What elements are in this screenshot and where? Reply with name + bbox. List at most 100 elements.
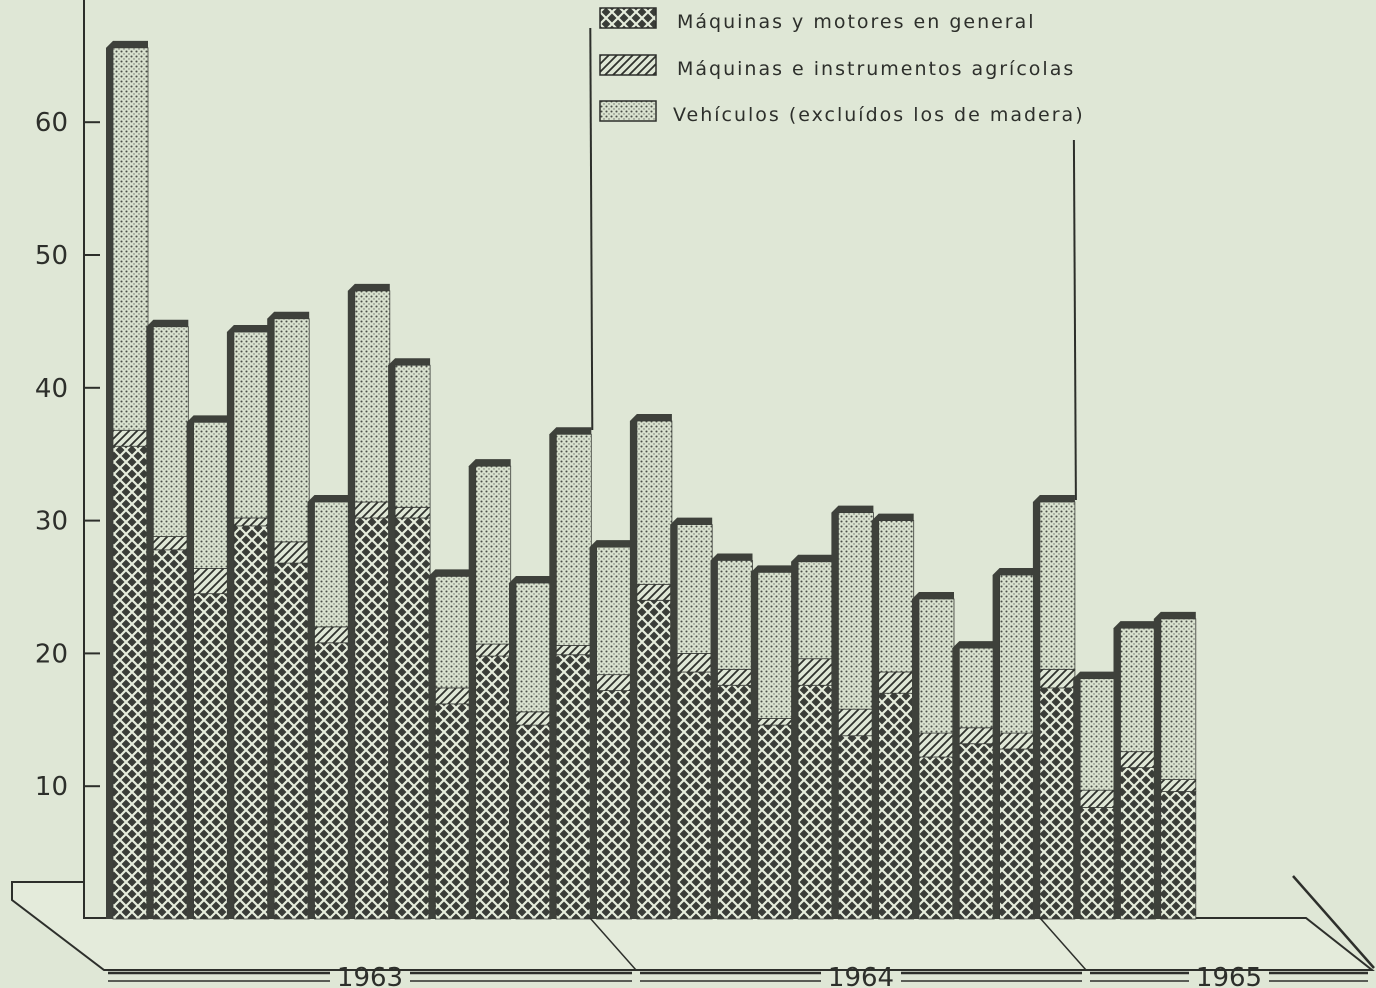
bar-segment-agricultural bbox=[757, 718, 794, 726]
bar-segment-vehicles bbox=[636, 420, 673, 585]
bar-segment-agricultural bbox=[354, 501, 391, 519]
bar-segment-machines bbox=[757, 724, 794, 920]
bar-segment-agricultural bbox=[1160, 779, 1197, 792]
bar-segment-vehicles bbox=[354, 290, 391, 503]
bar-segment-agricultural bbox=[434, 687, 471, 705]
bar-segment-agricultural bbox=[475, 643, 512, 657]
bar-segment-machines bbox=[475, 655, 512, 920]
legend-swatch-machines bbox=[599, 7, 657, 29]
y-tick-label: 60 bbox=[35, 108, 68, 138]
bar-segment-machines bbox=[1079, 807, 1116, 920]
bar-segment-machines bbox=[717, 684, 753, 920]
year-labels: 1963 1964 1965 bbox=[108, 963, 1368, 988]
bar-segment-agricultural bbox=[273, 541, 310, 564]
bar-segment-vehicles bbox=[475, 465, 512, 645]
bar-segment-machines bbox=[636, 599, 673, 920]
bar-segment-agricultural bbox=[717, 668, 753, 686]
bar-segment-vehicles bbox=[515, 582, 552, 713]
bar-segment-agricultural bbox=[555, 645, 592, 656]
bar-segment-agricultural bbox=[233, 517, 270, 527]
bar-segment-vehicles bbox=[757, 571, 794, 719]
bar-segment-machines bbox=[233, 525, 270, 920]
bar-segment-machines bbox=[394, 517, 431, 920]
bar-segment-vehicles bbox=[676, 524, 713, 654]
bar-segment-vehicles bbox=[918, 598, 955, 734]
bar-segment-agricultural bbox=[918, 732, 955, 758]
bar-segment-machines bbox=[112, 445, 149, 920]
bar-segment-agricultural bbox=[394, 506, 431, 519]
legend-swatch-vehicles bbox=[599, 100, 657, 122]
y-tick-label: 30 bbox=[35, 507, 68, 537]
bar-segment-vehicles bbox=[797, 561, 834, 660]
year-label: 1964 bbox=[828, 963, 894, 988]
bar-segment-agricultural bbox=[314, 626, 350, 644]
year-divider-line bbox=[589, 27, 594, 431]
bar-segment-agricultural bbox=[596, 674, 632, 691]
bar-segment-machines bbox=[555, 654, 592, 920]
bar-segment-machines bbox=[999, 748, 1035, 920]
year-label: 1965 bbox=[1196, 963, 1262, 988]
bar-segment-agricultural bbox=[676, 653, 713, 673]
bar-segment-machines bbox=[797, 684, 834, 920]
bar-segment-agricultural bbox=[878, 671, 915, 694]
year-divider-base bbox=[1039, 917, 1087, 971]
bar-segment-vehicles bbox=[233, 331, 270, 519]
bar-segment-machines bbox=[314, 642, 350, 920]
bar-segment-machines bbox=[878, 692, 915, 920]
y-tick-label: 50 bbox=[35, 241, 68, 271]
bar-segment-vehicles bbox=[958, 647, 995, 729]
bar-segment-machines bbox=[1120, 767, 1156, 920]
bar-segment-vehicles bbox=[717, 560, 753, 670]
bar-segment-vehicles bbox=[314, 501, 350, 628]
bar-segment-vehicles bbox=[434, 575, 471, 689]
bars bbox=[106, 40, 1197, 920]
bar-segment-machines bbox=[1160, 791, 1197, 920]
bar-segment-vehicles bbox=[838, 512, 874, 710]
bar-segment-machines bbox=[354, 517, 391, 920]
year-divider-base bbox=[589, 917, 637, 971]
bar-segment-machines bbox=[152, 549, 189, 920]
bar-segment-vehicles bbox=[152, 326, 189, 537]
legend-swatch-agricultural bbox=[599, 54, 657, 76]
bar-segment-vehicles bbox=[1079, 678, 1116, 791]
bar-segment-machines bbox=[676, 671, 713, 920]
y-tick-label: 20 bbox=[35, 639, 68, 669]
bar-segment-vehicles bbox=[555, 433, 592, 646]
bar-segment-agricultural bbox=[112, 429, 149, 447]
bar-segment-machines bbox=[958, 743, 995, 920]
bar-segment-vehicles bbox=[193, 421, 230, 569]
bar-segment-agricultural bbox=[515, 711, 552, 726]
legend-label-vehicles: Vehículos (excluídos los de madera) bbox=[673, 104, 1085, 126]
bar-segment-agricultural bbox=[152, 536, 189, 551]
legend-label-agricultural: Máquinas e instrumentos agrícolas bbox=[677, 58, 1075, 80]
base-slab bbox=[11, 881, 1375, 971]
bar-segment-agricultural bbox=[636, 583, 673, 601]
bar-segment-machines bbox=[838, 735, 874, 920]
bar-segment-agricultural bbox=[1039, 668, 1076, 689]
y-tick-label: 40 bbox=[35, 374, 68, 404]
bar-segment-machines bbox=[515, 724, 552, 920]
y-tick-label: 70 bbox=[35, 0, 68, 5]
legend: Máquinas y motores en general Máquinas e… bbox=[599, 7, 1085, 126]
bar-segment-machines bbox=[434, 703, 471, 920]
year-dividers bbox=[589, 27, 1087, 971]
bar-segment-vehicles bbox=[999, 574, 1035, 734]
year-divider-line bbox=[1072, 139, 1077, 501]
bar-segment-machines bbox=[273, 562, 310, 920]
y-axis-ticks: 010203040506070 bbox=[35, 0, 100, 935]
bar-segment-vehicles bbox=[394, 364, 431, 508]
bar-segment-agricultural bbox=[797, 658, 834, 686]
bar-segment-vehicles bbox=[878, 520, 915, 673]
bar-segment-machines bbox=[918, 756, 955, 920]
legend-label-machines: Máquinas y motores en general bbox=[677, 11, 1036, 33]
bar-segment-vehicles bbox=[1160, 618, 1197, 780]
bar-segment-vehicles bbox=[1039, 501, 1076, 670]
y-tick-label: 10 bbox=[35, 772, 68, 802]
bar-segment-agricultural bbox=[958, 727, 995, 745]
bar-segment-agricultural bbox=[999, 732, 1035, 750]
bar-segment-vehicles bbox=[1120, 627, 1156, 753]
bar-segment-agricultural bbox=[193, 568, 230, 595]
base-diagonal-right bbox=[1292, 875, 1375, 969]
bar-segment-machines bbox=[193, 593, 230, 920]
